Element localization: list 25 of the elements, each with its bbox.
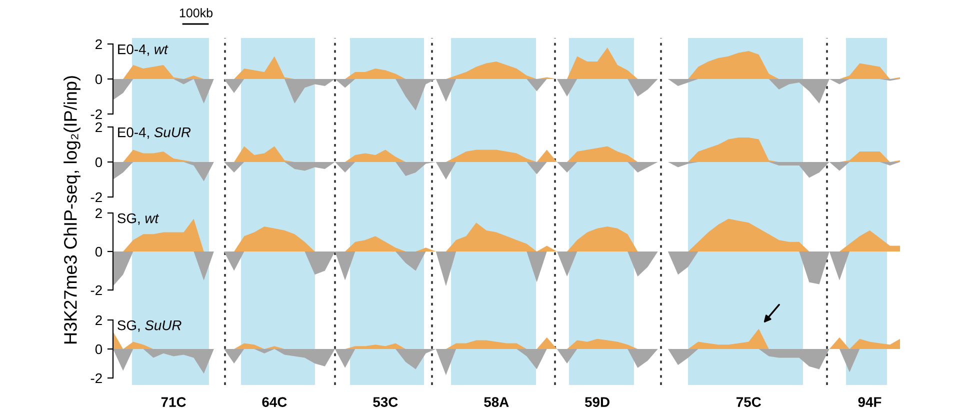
y-tick-label: -2 — [90, 285, 102, 296]
chart-title: SG, SuUR — [118, 320, 182, 332]
y-tick-label: 2 — [96, 122, 102, 132]
chart-title: E0-4, SuUR — [118, 127, 191, 139]
text: 100kb — [180, 8, 213, 18]
y-tick-label: -2 — [90, 192, 102, 202]
x-tick-label: 58A — [484, 397, 509, 407]
y-axis-title: H3K27me3 ChIP-seq, log₂(IP/inp) — [64, 76, 80, 344]
y-tick-label: -2 — [90, 109, 102, 120]
chart-title: E0-4, wt — [118, 44, 168, 56]
y-tick-label: 0 — [95, 344, 102, 354]
y-tick-label: 2 — [96, 39, 102, 50]
x-tick-label: 75C — [736, 397, 762, 407]
x-tick-label: 64C — [262, 397, 287, 407]
y-tick-label: 2 — [96, 208, 102, 218]
y-tick-label: 2 — [96, 315, 102, 326]
x-tick-label: 94F — [858, 397, 882, 407]
chart-title: SG, wt — [118, 213, 160, 225]
y-tick-label: -2 — [90, 373, 102, 384]
x-tick-label: 59D — [584, 397, 610, 407]
x-tick-label: 71C — [161, 397, 186, 407]
y-tick-label: 0 — [95, 246, 102, 257]
x-tick-label: 53C — [373, 397, 398, 407]
y-tick-label: 0 — [95, 74, 102, 84]
y-tick-label: 0 — [95, 157, 102, 168]
